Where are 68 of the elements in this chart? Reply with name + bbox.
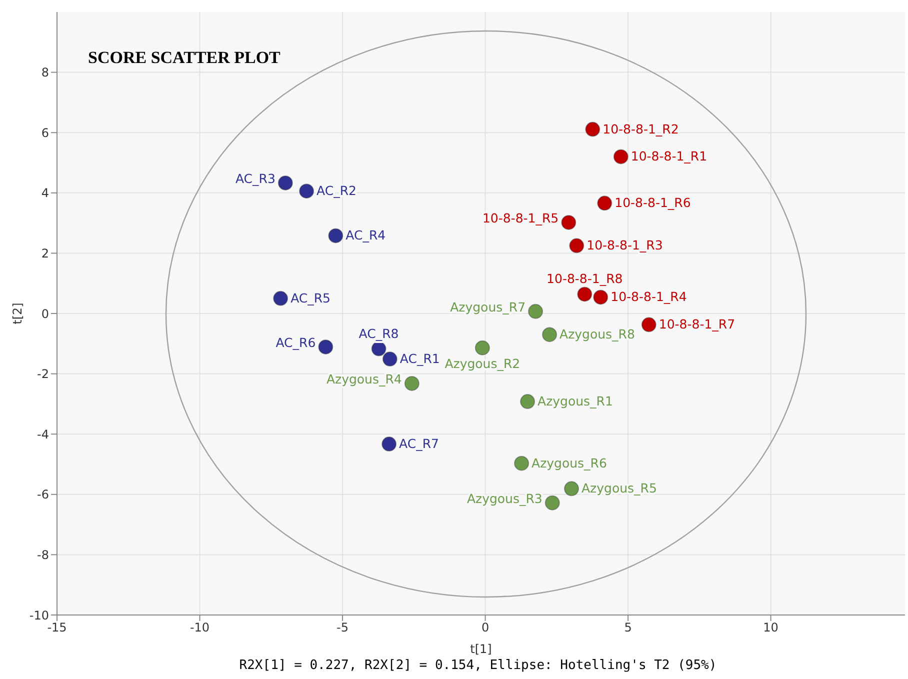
annotation: 10-8-8-1_R4 [610, 289, 687, 304]
annotation: AC_R6 [276, 334, 316, 350]
point [371, 341, 386, 356]
point [299, 184, 314, 199]
point [641, 317, 656, 332]
point [613, 149, 628, 164]
point [520, 394, 536, 410]
annotation: AC_R4 [346, 228, 386, 243]
annotation: Azygous_R4 [326, 371, 402, 386]
point [544, 495, 560, 510]
annotation: AC_R1 [400, 351, 440, 366]
point [404, 376, 420, 391]
point [278, 175, 293, 190]
x-tick-label: 0 [481, 620, 490, 635]
point [561, 214, 576, 230]
annotation: Azygous_R2 [444, 356, 520, 371]
annotation: 10-8-8-1_R3 [586, 238, 663, 253]
point [564, 481, 580, 496]
y-axis-title: t[2] [10, 302, 24, 324]
annotation: AC_R8 [358, 326, 399, 341]
annotation: 10-8-8-1_R6 [614, 195, 691, 210]
point [542, 327, 558, 342]
annotation: Azygous_R1 [538, 394, 613, 409]
annotation: AC_R2 [316, 183, 356, 198]
annotation: Azygous_R6 [532, 455, 608, 470]
y-tick-label: 6 [41, 126, 49, 140]
x-tick-label: -5 [336, 620, 349, 635]
point [273, 290, 288, 306]
annotation: 10-8-8-1_R2 [602, 121, 679, 136]
y-tick-label: 0 [41, 306, 49, 321]
annotation: Azygous_R8 [560, 326, 635, 342]
annotation: Azygous_R3 [466, 490, 542, 506]
point [514, 456, 530, 471]
x-tick-label: 5 [624, 620, 632, 635]
point [528, 304, 544, 319]
annotation: AC_R5 [290, 290, 331, 306]
annotation: 10-8-8-1_R1 [630, 148, 708, 164]
point [577, 286, 592, 302]
y-tick-label: -8 [37, 548, 49, 562]
x-tick-label: -10 [190, 620, 210, 635]
point [585, 122, 600, 137]
y-tick-label: -4 [37, 427, 49, 442]
y-tick-label: 8 [41, 66, 49, 80]
text: R2X[1] = 0.227, R2X[2] = 0.154, Ellipse: Hotelling's T2 (95%) [238, 658, 718, 673]
annotation: 10-8-8-1_R5 [482, 210, 559, 226]
text: SCORE SCATTER PLOT [88, 48, 280, 68]
x-tick-label: 10 [763, 620, 778, 635]
point [382, 352, 398, 367]
annotation: Azygous_R7 [450, 299, 526, 314]
y-tick-label: -2 [37, 367, 49, 382]
annotation: 10-8-8-1_R7 [658, 316, 736, 332]
point [474, 340, 490, 356]
y-tick-label: -6 [37, 488, 49, 502]
x-axis-title: t[1] [470, 642, 492, 656]
annotation: Azygous_R5 [582, 480, 657, 496]
annotation: 10-8-8-1_R8 [546, 271, 623, 286]
x-tick-label: -15 [47, 620, 67, 635]
point [593, 290, 608, 305]
point [328, 228, 344, 244]
annotation: AC_R3 [235, 170, 276, 186]
point [318, 339, 334, 354]
y-tick-label: -10 [29, 608, 49, 622]
y-tick-label: 4 [41, 186, 49, 200]
y-tick-label: 2 [41, 246, 49, 260]
point [382, 436, 397, 452]
point [597, 196, 612, 211]
annotation: AC_R7 [399, 436, 440, 452]
point [569, 238, 584, 254]
